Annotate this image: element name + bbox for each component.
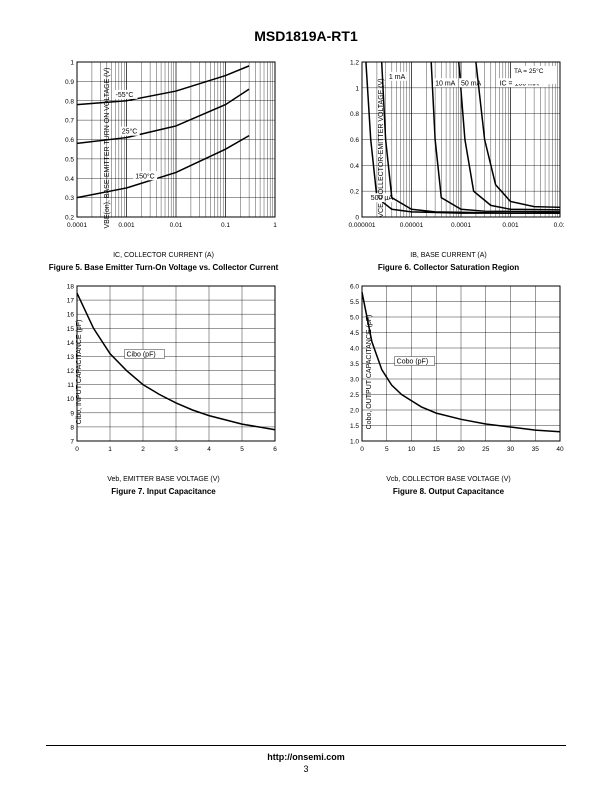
svg-text:17: 17 [66, 298, 74, 305]
fig8-xlabel: Vcb, COLLECTOR BASE VOLTAGE (V) [386, 476, 510, 483]
fig6-ylabel: VCE, COLLECTOR-EMITTER VOLTAGE (V) [378, 78, 385, 217]
figure-7: Cibo, INPUT CAPACITANCE (pF) 01234567891… [32, 282, 295, 496]
svg-text:4.0: 4.0 [349, 346, 358, 353]
svg-text:6.0: 6.0 [349, 284, 358, 291]
svg-text:2.0: 2.0 [349, 408, 358, 415]
fig7-ylabel: Cibo, INPUT CAPACITANCE (pF) [75, 320, 82, 425]
fig6-svg: 0.000001 0.00001 0.0001 0.001 0.01 0 0.2 0.4 0.6… [334, 58, 564, 233]
svg-text:16: 16 [66, 312, 74, 319]
svg-text:1.0: 1.0 [349, 439, 358, 446]
page-number: 3 [0, 764, 612, 774]
footer-divider [46, 745, 566, 746]
svg-text:-55°C: -55°C [115, 91, 133, 99]
fig8-ylabel: Cobo, OUTPUT CAPACITANCE (pF) [365, 315, 372, 430]
figure-6: VCE, COLLECTOR-EMITTER VOLTAGE (V) 0.000… [317, 58, 580, 272]
svg-text:0.001: 0.001 [502, 222, 519, 229]
svg-text:0.01: 0.01 [553, 222, 563, 229]
svg-text:0.3: 0.3 [64, 195, 73, 202]
fig7-xlabel: Veb, EMITTER BASE VOLTAGE (V) [107, 476, 220, 483]
fig5-xlabel: IC, COLLECTOR CURRENT (A) [113, 252, 214, 259]
svg-text:30: 30 [506, 446, 514, 453]
svg-text:Cobo (pF): Cobo (pF) [396, 359, 428, 366]
svg-text:40: 40 [556, 446, 564, 453]
svg-text:8: 8 [70, 424, 74, 431]
figure-5: VBE(on), BASE-EMITTER TURN ON VOLTAGE (V… [32, 58, 295, 272]
svg-text:3.5: 3.5 [349, 361, 358, 368]
svg-text:TA = 25°C: TA = 25°C [514, 67, 544, 75]
fig5-caption: Figure 5. Base Emitter Turn-On Voltage v… [49, 263, 279, 272]
svg-text:9: 9 [70, 410, 74, 417]
svg-text:2: 2 [141, 446, 145, 453]
fig7-svg: 0123456789101112131415161718Cibo (pF) [49, 282, 279, 457]
svg-text:7: 7 [70, 439, 74, 446]
svg-text:0.4: 0.4 [64, 176, 73, 183]
svg-text:150°C: 150°C [135, 172, 155, 180]
svg-text:5: 5 [240, 446, 244, 453]
figure-8: Cobo, OUTPUT CAPACITANCE (pF) 0 5 10 15 20 25… [317, 282, 580, 496]
svg-text:2.5: 2.5 [349, 392, 358, 399]
fig5-ylabel: VBE(on), BASE-EMITTER TURN ON VOLTAGE (V… [104, 67, 111, 228]
svg-text:18: 18 [66, 284, 74, 291]
svg-text:0.8: 0.8 [349, 111, 358, 118]
svg-text:0.0001: 0.0001 [451, 222, 471, 229]
svg-text:3: 3 [174, 446, 178, 453]
svg-text:1: 1 [70, 60, 74, 67]
svg-text:0.000001: 0.000001 [348, 222, 375, 229]
fig6-xlabel: IB, BASE CURRENT (A) [410, 252, 487, 259]
svg-text:0: 0 [75, 446, 79, 453]
document-title: MSD1819A-RT1 [32, 28, 580, 44]
svg-text:0: 0 [355, 215, 359, 222]
svg-text:5.0: 5.0 [349, 315, 358, 322]
footer-url: http://onsemi.com [0, 752, 612, 762]
svg-text:0.6: 0.6 [64, 137, 73, 144]
svg-text:1.5: 1.5 [349, 423, 358, 430]
svg-text:0.4: 0.4 [349, 163, 358, 170]
svg-text:0.2: 0.2 [64, 215, 73, 222]
svg-text:6: 6 [273, 446, 277, 453]
svg-text:25: 25 [482, 446, 490, 453]
svg-text:1.2: 1.2 [349, 60, 358, 67]
svg-text:10: 10 [66, 396, 74, 403]
svg-text:14: 14 [66, 340, 74, 347]
svg-text:4.5: 4.5 [349, 330, 358, 337]
svg-text:15: 15 [66, 326, 74, 333]
svg-text:10 mA: 10 mA [435, 80, 456, 87]
svg-text:10: 10 [407, 446, 415, 453]
svg-text:11: 11 [67, 382, 74, 389]
svg-text:0.001: 0.001 [118, 222, 135, 229]
svg-text:0.9: 0.9 [64, 79, 73, 86]
svg-text:0.6: 0.6 [349, 137, 358, 144]
svg-text:1: 1 [108, 446, 112, 453]
svg-text:4: 4 [207, 446, 211, 453]
svg-text:15: 15 [432, 446, 440, 453]
svg-text:1: 1 [273, 222, 277, 229]
svg-text:35: 35 [531, 446, 539, 453]
svg-text:3.0: 3.0 [349, 377, 358, 384]
fig7-caption: Figure 7. Input Capacitance [111, 487, 215, 496]
svg-text:20: 20 [457, 446, 465, 453]
svg-text:0.0001: 0.0001 [67, 222, 87, 229]
svg-text:5.5: 5.5 [349, 299, 358, 306]
svg-text:0: 0 [360, 446, 364, 453]
fig8-caption: Figure 8. Output Capacitance [393, 487, 504, 496]
svg-text:0.8: 0.8 [64, 98, 73, 105]
svg-text:12: 12 [66, 368, 74, 375]
svg-text:0.1: 0.1 [220, 222, 229, 229]
svg-text:5: 5 [384, 446, 388, 453]
svg-text:Cibo (pF): Cibo (pF) [126, 351, 155, 358]
svg-text:25°C: 25°C [121, 128, 137, 136]
svg-text:0.5: 0.5 [64, 156, 73, 163]
svg-text:0.2: 0.2 [349, 189, 358, 196]
fig5-svg: 0.0001 0.001 0.01 0.1 1 0.2 0.3 0.4 0.5 0.6 0.7 0.8… [49, 58, 279, 233]
svg-text:13: 13 [66, 354, 74, 361]
svg-text:1: 1 [355, 85, 359, 92]
svg-text:0.00001: 0.00001 [399, 222, 423, 229]
svg-text:1 mA: 1 mA [388, 74, 405, 81]
svg-text:0.7: 0.7 [64, 118, 73, 125]
svg-text:0.01: 0.01 [169, 222, 182, 229]
fig6-caption: Figure 6. Collector Saturation Region [378, 263, 519, 272]
